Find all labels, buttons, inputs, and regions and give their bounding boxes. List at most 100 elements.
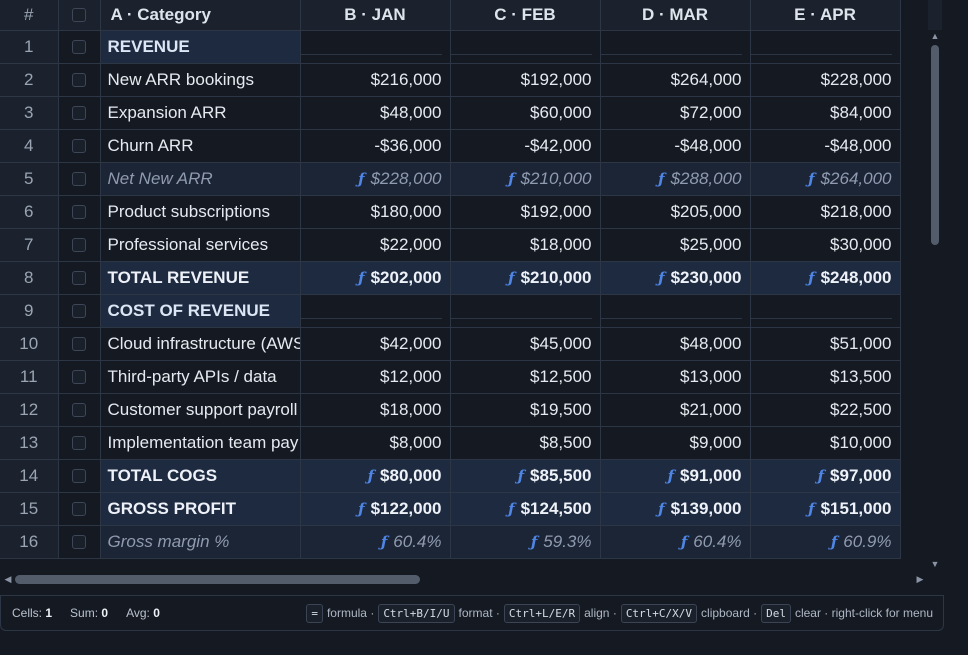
category-cell[interactable]: REVENUE bbox=[100, 30, 301, 64]
value-cell[interactable] bbox=[600, 294, 751, 328]
value-cell[interactable]: ƒ $202,000 bbox=[300, 260, 451, 295]
row-checkbox[interactable] bbox=[72, 370, 86, 385]
category-cell[interactable]: Gross margin % bbox=[100, 525, 301, 559]
column-header-d[interactable]: D · MAR bbox=[600, 0, 751, 31]
category-cell[interactable]: Third-party APIs / data bbox=[100, 360, 301, 394]
category-cell[interactable]: TOTAL REVENUE bbox=[100, 260, 301, 295]
value-cell[interactable]: $25,000 bbox=[600, 228, 751, 262]
value-cell[interactable]: ƒ $97,000 bbox=[750, 458, 901, 493]
value-cell[interactable]: $12,000 bbox=[300, 360, 451, 394]
value-cell[interactable]: $22,500 bbox=[750, 393, 901, 427]
row-checkbox[interactable] bbox=[72, 172, 86, 187]
value-cell[interactable]: $72,000 bbox=[600, 96, 751, 130]
row-number[interactable]: 1 bbox=[0, 30, 59, 64]
row-checkbox[interactable] bbox=[72, 436, 86, 451]
horizontal-scroll-thumb[interactable] bbox=[15, 575, 420, 584]
category-cell[interactable]: Professional services bbox=[100, 228, 301, 262]
category-cell[interactable]: New ARR bookings bbox=[100, 63, 301, 97]
vertical-scrollbar[interactable]: ▲ ▼ bbox=[928, 30, 942, 570]
category-cell[interactable]: Product subscriptions bbox=[100, 195, 301, 229]
value-cell[interactable]: -$48,000 bbox=[600, 129, 751, 163]
row-checkbox[interactable] bbox=[72, 469, 86, 484]
value-cell[interactable]: ƒ $85,500 bbox=[450, 458, 601, 493]
category-cell[interactable]: Implementation team pay bbox=[100, 426, 301, 460]
row-checkbox[interactable] bbox=[72, 403, 86, 418]
value-cell[interactable]: $8,000 bbox=[300, 426, 451, 460]
value-cell[interactable]: $45,000 bbox=[450, 327, 601, 361]
value-cell[interactable] bbox=[300, 294, 451, 328]
value-cell[interactable]: -$48,000 bbox=[750, 129, 901, 163]
value-cell[interactable]: $13,500 bbox=[750, 360, 901, 394]
category-cell[interactable]: Expansion ARR bbox=[100, 96, 301, 130]
row-checkbox[interactable] bbox=[72, 502, 86, 517]
chevron-down-icon[interactable]: ▼ bbox=[930, 559, 940, 569]
value-cell[interactable]: ƒ $91,000 bbox=[600, 458, 751, 493]
category-cell[interactable]: Customer support payroll bbox=[100, 393, 301, 427]
chevron-left-icon[interactable]: ◀ bbox=[4, 574, 12, 584]
spreadsheet-grid[interactable]: # A · Category B · JAN C · FEB D · MAR E… bbox=[0, 0, 928, 570]
row-checkbox[interactable] bbox=[72, 271, 86, 286]
row-checkbox[interactable] bbox=[72, 40, 86, 55]
value-cell[interactable]: ƒ 60.4% bbox=[300, 525, 451, 559]
value-cell[interactable] bbox=[450, 294, 601, 328]
value-cell[interactable]: ƒ $228,000 bbox=[300, 162, 451, 196]
category-cell[interactable]: COST OF REVENUE bbox=[100, 294, 301, 328]
row-number[interactable]: 16 bbox=[0, 525, 59, 559]
chevron-right-icon[interactable]: ▶ bbox=[916, 574, 924, 584]
category-cell[interactable]: Churn ARR bbox=[100, 129, 301, 163]
value-cell[interactable]: ƒ $248,000 bbox=[750, 260, 901, 295]
value-cell[interactable] bbox=[450, 30, 601, 64]
value-cell[interactable]: $9,000 bbox=[600, 426, 751, 460]
value-cell[interactable] bbox=[600, 30, 751, 64]
row-number[interactable]: 10 bbox=[0, 327, 59, 361]
value-cell[interactable]: $264,000 bbox=[600, 63, 751, 97]
value-cell[interactable]: ƒ $122,000 bbox=[300, 491, 451, 526]
value-cell[interactable]: $192,000 bbox=[450, 63, 601, 97]
value-cell[interactable]: $51,000 bbox=[750, 327, 901, 361]
category-cell[interactable]: GROSS PROFIT bbox=[100, 491, 301, 526]
row-number[interactable]: 3 bbox=[0, 96, 59, 130]
horizontal-scrollbar[interactable]: ◀ ▶ bbox=[0, 570, 928, 588]
row-checkbox[interactable] bbox=[72, 337, 86, 352]
value-cell[interactable]: $216,000 bbox=[300, 63, 451, 97]
vertical-scroll-thumb[interactable] bbox=[931, 45, 939, 245]
value-cell[interactable]: $18,000 bbox=[300, 393, 451, 427]
category-cell[interactable]: Net New ARR bbox=[100, 162, 301, 196]
value-cell[interactable]: ƒ $80,000 bbox=[300, 458, 451, 493]
value-cell[interactable]: $42,000 bbox=[300, 327, 451, 361]
row-number[interactable]: 8 bbox=[0, 260, 59, 295]
value-cell[interactable]: ƒ $288,000 bbox=[600, 162, 751, 196]
row-checkbox[interactable] bbox=[72, 139, 86, 154]
row-number[interactable]: 14 bbox=[0, 458, 59, 493]
row-checkbox[interactable] bbox=[72, 304, 86, 319]
row-checkbox[interactable] bbox=[72, 238, 86, 253]
category-cell[interactable]: TOTAL COGS bbox=[100, 458, 301, 493]
value-cell[interactable]: ƒ $151,000 bbox=[750, 491, 901, 526]
row-number[interactable]: 2 bbox=[0, 63, 59, 97]
value-cell[interactable]: $180,000 bbox=[300, 195, 451, 229]
column-header-a[interactable]: A · Category bbox=[100, 0, 301, 31]
row-number[interactable]: 5 bbox=[0, 162, 59, 196]
value-cell[interactable]: ƒ $210,000 bbox=[450, 162, 601, 196]
row-number[interactable]: 9 bbox=[0, 294, 59, 328]
select-all-checkbox[interactable] bbox=[72, 8, 86, 23]
row-number[interactable]: 13 bbox=[0, 426, 59, 460]
value-cell[interactable]: $205,000 bbox=[600, 195, 751, 229]
value-cell[interactable]: -$36,000 bbox=[300, 129, 451, 163]
select-all-header[interactable] bbox=[58, 0, 101, 31]
value-cell[interactable]: $21,000 bbox=[600, 393, 751, 427]
column-header-e[interactable]: E · APR bbox=[750, 0, 901, 31]
value-cell[interactable]: $228,000 bbox=[750, 63, 901, 97]
value-cell[interactable]: ƒ 60.4% bbox=[600, 525, 751, 559]
value-cell[interactable] bbox=[750, 294, 901, 328]
value-cell[interactable]: $60,000 bbox=[450, 96, 601, 130]
row-checkbox[interactable] bbox=[72, 73, 86, 88]
value-cell[interactable]: -$42,000 bbox=[450, 129, 601, 163]
value-cell[interactable]: $30,000 bbox=[750, 228, 901, 262]
row-checkbox[interactable] bbox=[72, 205, 86, 220]
chevron-up-icon[interactable]: ▲ bbox=[930, 31, 940, 41]
row-number[interactable]: 7 bbox=[0, 228, 59, 262]
value-cell[interactable]: ƒ $210,000 bbox=[450, 260, 601, 295]
row-checkbox[interactable] bbox=[72, 535, 86, 550]
value-cell[interactable] bbox=[300, 30, 451, 64]
